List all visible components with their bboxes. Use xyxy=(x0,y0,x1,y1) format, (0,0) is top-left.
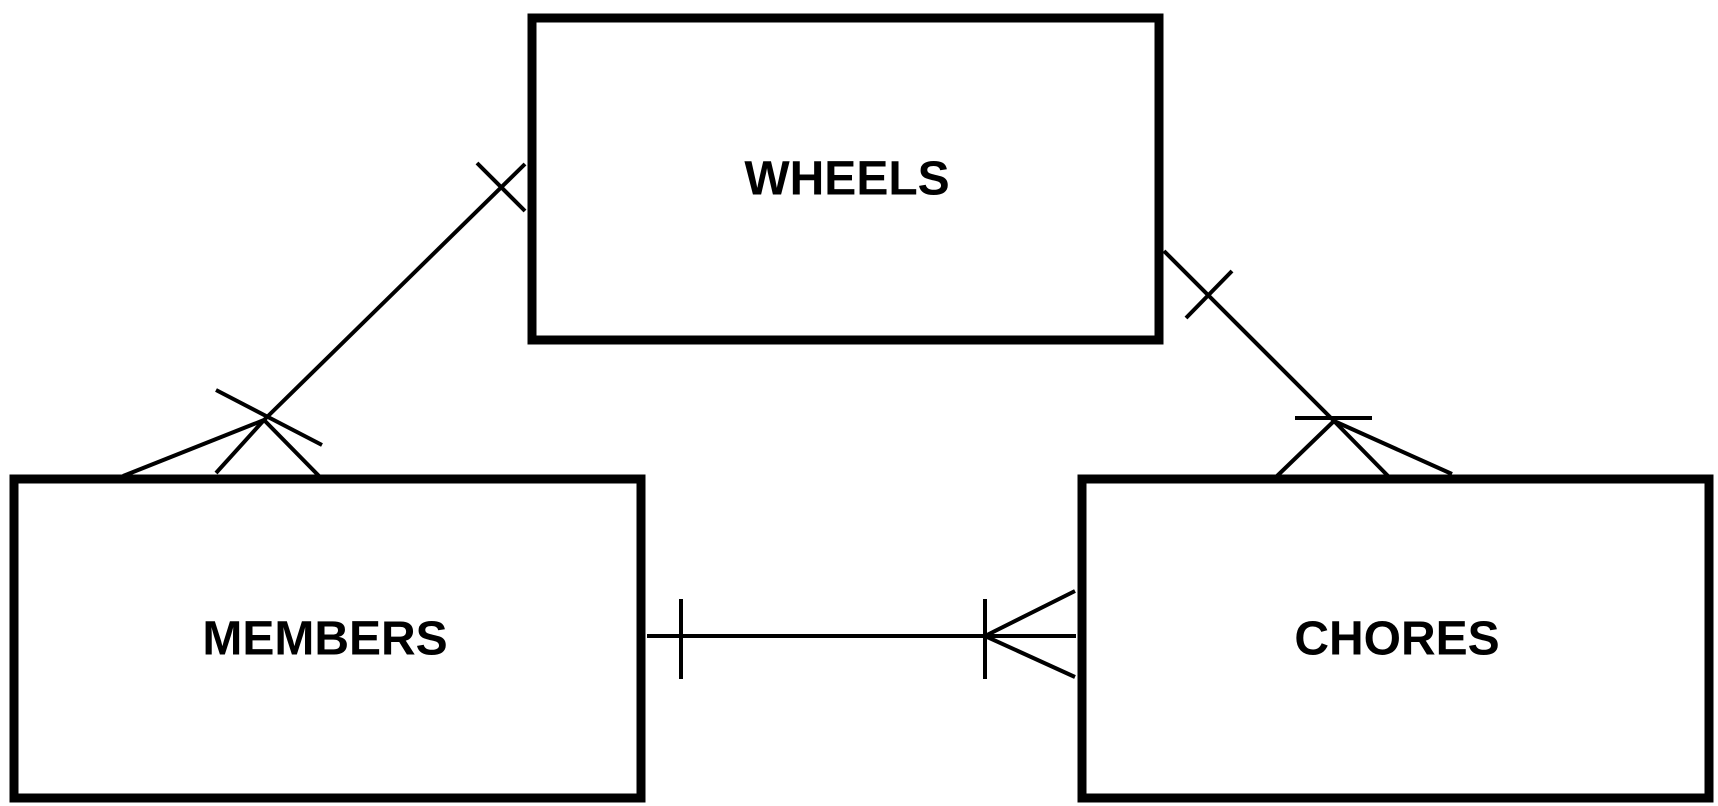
relationship-wheels-members[interactable] xyxy=(122,161,527,478)
entity-chores[interactable]: CHORES xyxy=(1077,474,1714,803)
entity-wheels-label: WHEELS xyxy=(744,153,949,206)
crowfoot-prong xyxy=(262,418,321,478)
entity-members-box xyxy=(9,474,646,803)
one-marker xyxy=(1184,269,1234,320)
relationship-wheels-chores[interactable] xyxy=(1162,249,1453,479)
relationship-line xyxy=(262,162,527,422)
one-marker xyxy=(215,388,323,447)
entity-wheels[interactable]: WHEELS xyxy=(527,13,1164,345)
relationship-members-chores[interactable] xyxy=(647,589,1076,679)
entity-chores-box xyxy=(1077,474,1714,803)
crowfoot-prong xyxy=(1333,419,1453,476)
crowfoot-prong xyxy=(214,418,266,475)
crowfoot-prong xyxy=(984,589,1076,638)
crowfoot-prong xyxy=(122,418,265,478)
crowfoot-prong xyxy=(1274,419,1336,479)
entity-members-label: MEMBERS xyxy=(202,613,447,666)
entity-chores-label: CHORES xyxy=(1294,613,1499,666)
entity-wheels-box xyxy=(527,13,1164,345)
crowfoot-prong xyxy=(1332,419,1391,479)
crowfoot-prong xyxy=(984,634,1076,679)
relationship-line xyxy=(1162,249,1336,423)
entity-members[interactable]: MEMBERS xyxy=(9,474,646,803)
one-marker xyxy=(475,161,527,213)
